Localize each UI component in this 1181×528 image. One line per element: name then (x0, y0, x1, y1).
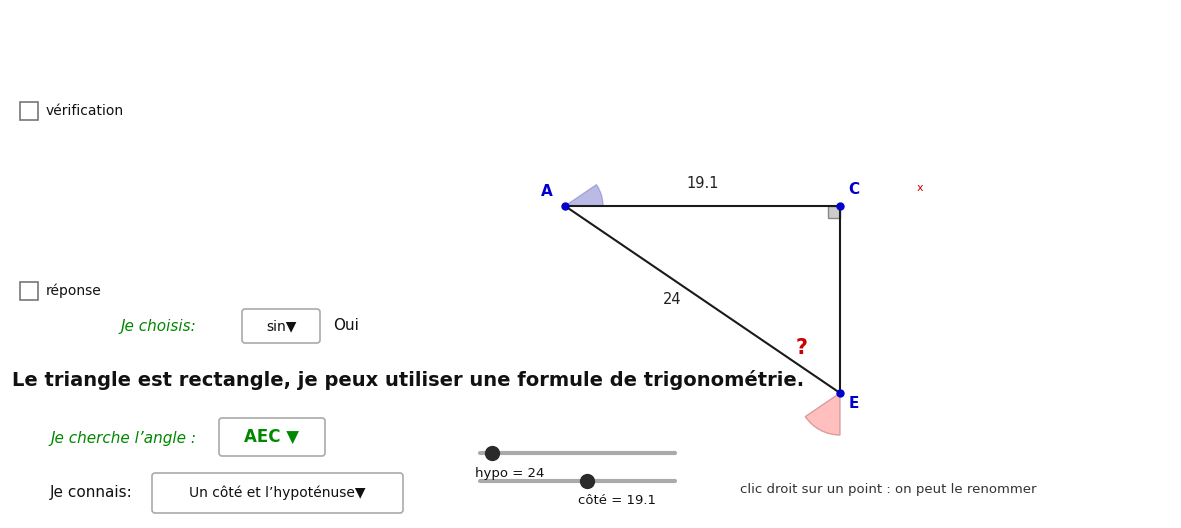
Text: Je choisis:: Je choisis: (120, 318, 196, 334)
Text: E: E (849, 395, 860, 410)
Text: côté = 19.1: côté = 19.1 (579, 495, 657, 507)
Text: hypo = 24: hypo = 24 (475, 467, 544, 479)
Text: Je connais:: Je connais: (50, 485, 132, 499)
Text: Un côté et l’hypoténuse▼: Un côté et l’hypoténuse▼ (189, 486, 365, 500)
Wedge shape (565, 185, 603, 206)
Text: ?: ? (796, 338, 808, 358)
FancyBboxPatch shape (218, 418, 325, 456)
Text: sin▼: sin▼ (266, 319, 296, 333)
FancyBboxPatch shape (152, 473, 403, 513)
Text: 19.1: 19.1 (686, 176, 719, 192)
Text: Le triangle est rectangle, je peux utiliser une formule de trigonométrie.: Le triangle est rectangle, je peux utili… (12, 370, 804, 390)
Wedge shape (805, 393, 840, 435)
Text: AEC ▼: AEC ▼ (244, 428, 300, 446)
Text: x: x (916, 183, 924, 193)
FancyBboxPatch shape (20, 282, 38, 300)
Text: Oui: Oui (333, 318, 359, 334)
Text: C: C (848, 183, 860, 197)
Text: clic droit sur un point : on peut le renommer: clic droit sur un point : on peut le ren… (740, 484, 1037, 496)
Text: 24: 24 (664, 292, 681, 307)
Text: réponse: réponse (46, 284, 102, 298)
Text: vérification: vérification (46, 104, 124, 118)
Text: A: A (541, 184, 553, 200)
Text: Je cherche l’angle :: Je cherche l’angle : (50, 430, 196, 446)
FancyBboxPatch shape (242, 309, 320, 343)
Polygon shape (828, 206, 840, 218)
FancyBboxPatch shape (20, 102, 38, 120)
